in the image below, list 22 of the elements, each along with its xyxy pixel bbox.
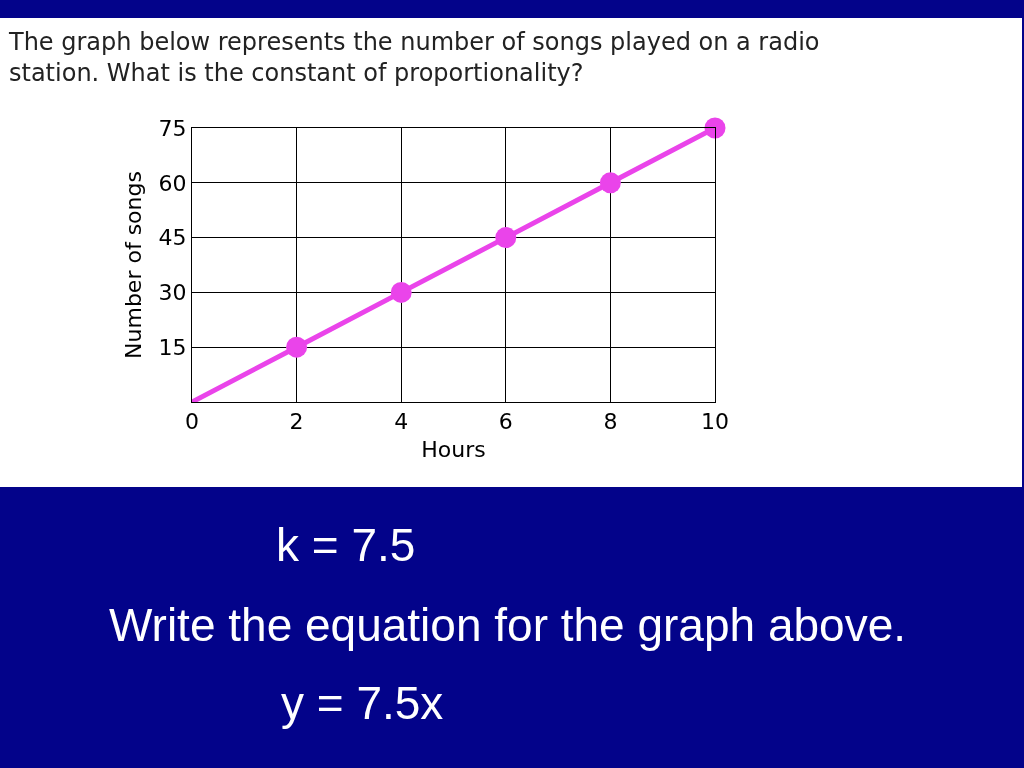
chart-title: The graph below represents the number of songs played on a radio station. What is the constant of proportionality?	[8, 28, 820, 88]
text: k = 7.5	[276, 519, 416, 571]
x-tick-label: 2	[289, 409, 304, 435]
y-axis-title: Number of songs	[121, 171, 147, 359]
y-tick-label: 30	[158, 280, 187, 306]
point	[286, 336, 308, 358]
y-tick-label: 15	[158, 334, 187, 360]
y-tick-label: 45	[158, 225, 187, 251]
point	[704, 117, 726, 139]
x-tick-label: 0	[185, 409, 199, 435]
x-axis-title: Hours	[421, 437, 486, 463]
text: Write the equation for the graph above.	[109, 599, 907, 651]
text: y = 7.5x	[281, 677, 444, 729]
x-tick-label: 4	[394, 409, 409, 435]
x-tick-label: 6	[498, 409, 513, 435]
y-tick-label: 60	[158, 170, 187, 196]
y-tick-label: 75	[158, 115, 187, 141]
point	[599, 172, 621, 194]
x-tick-label: 10	[701, 409, 729, 435]
point	[495, 227, 517, 249]
x-tick-label: 8	[603, 409, 618, 435]
point	[390, 281, 412, 303]
